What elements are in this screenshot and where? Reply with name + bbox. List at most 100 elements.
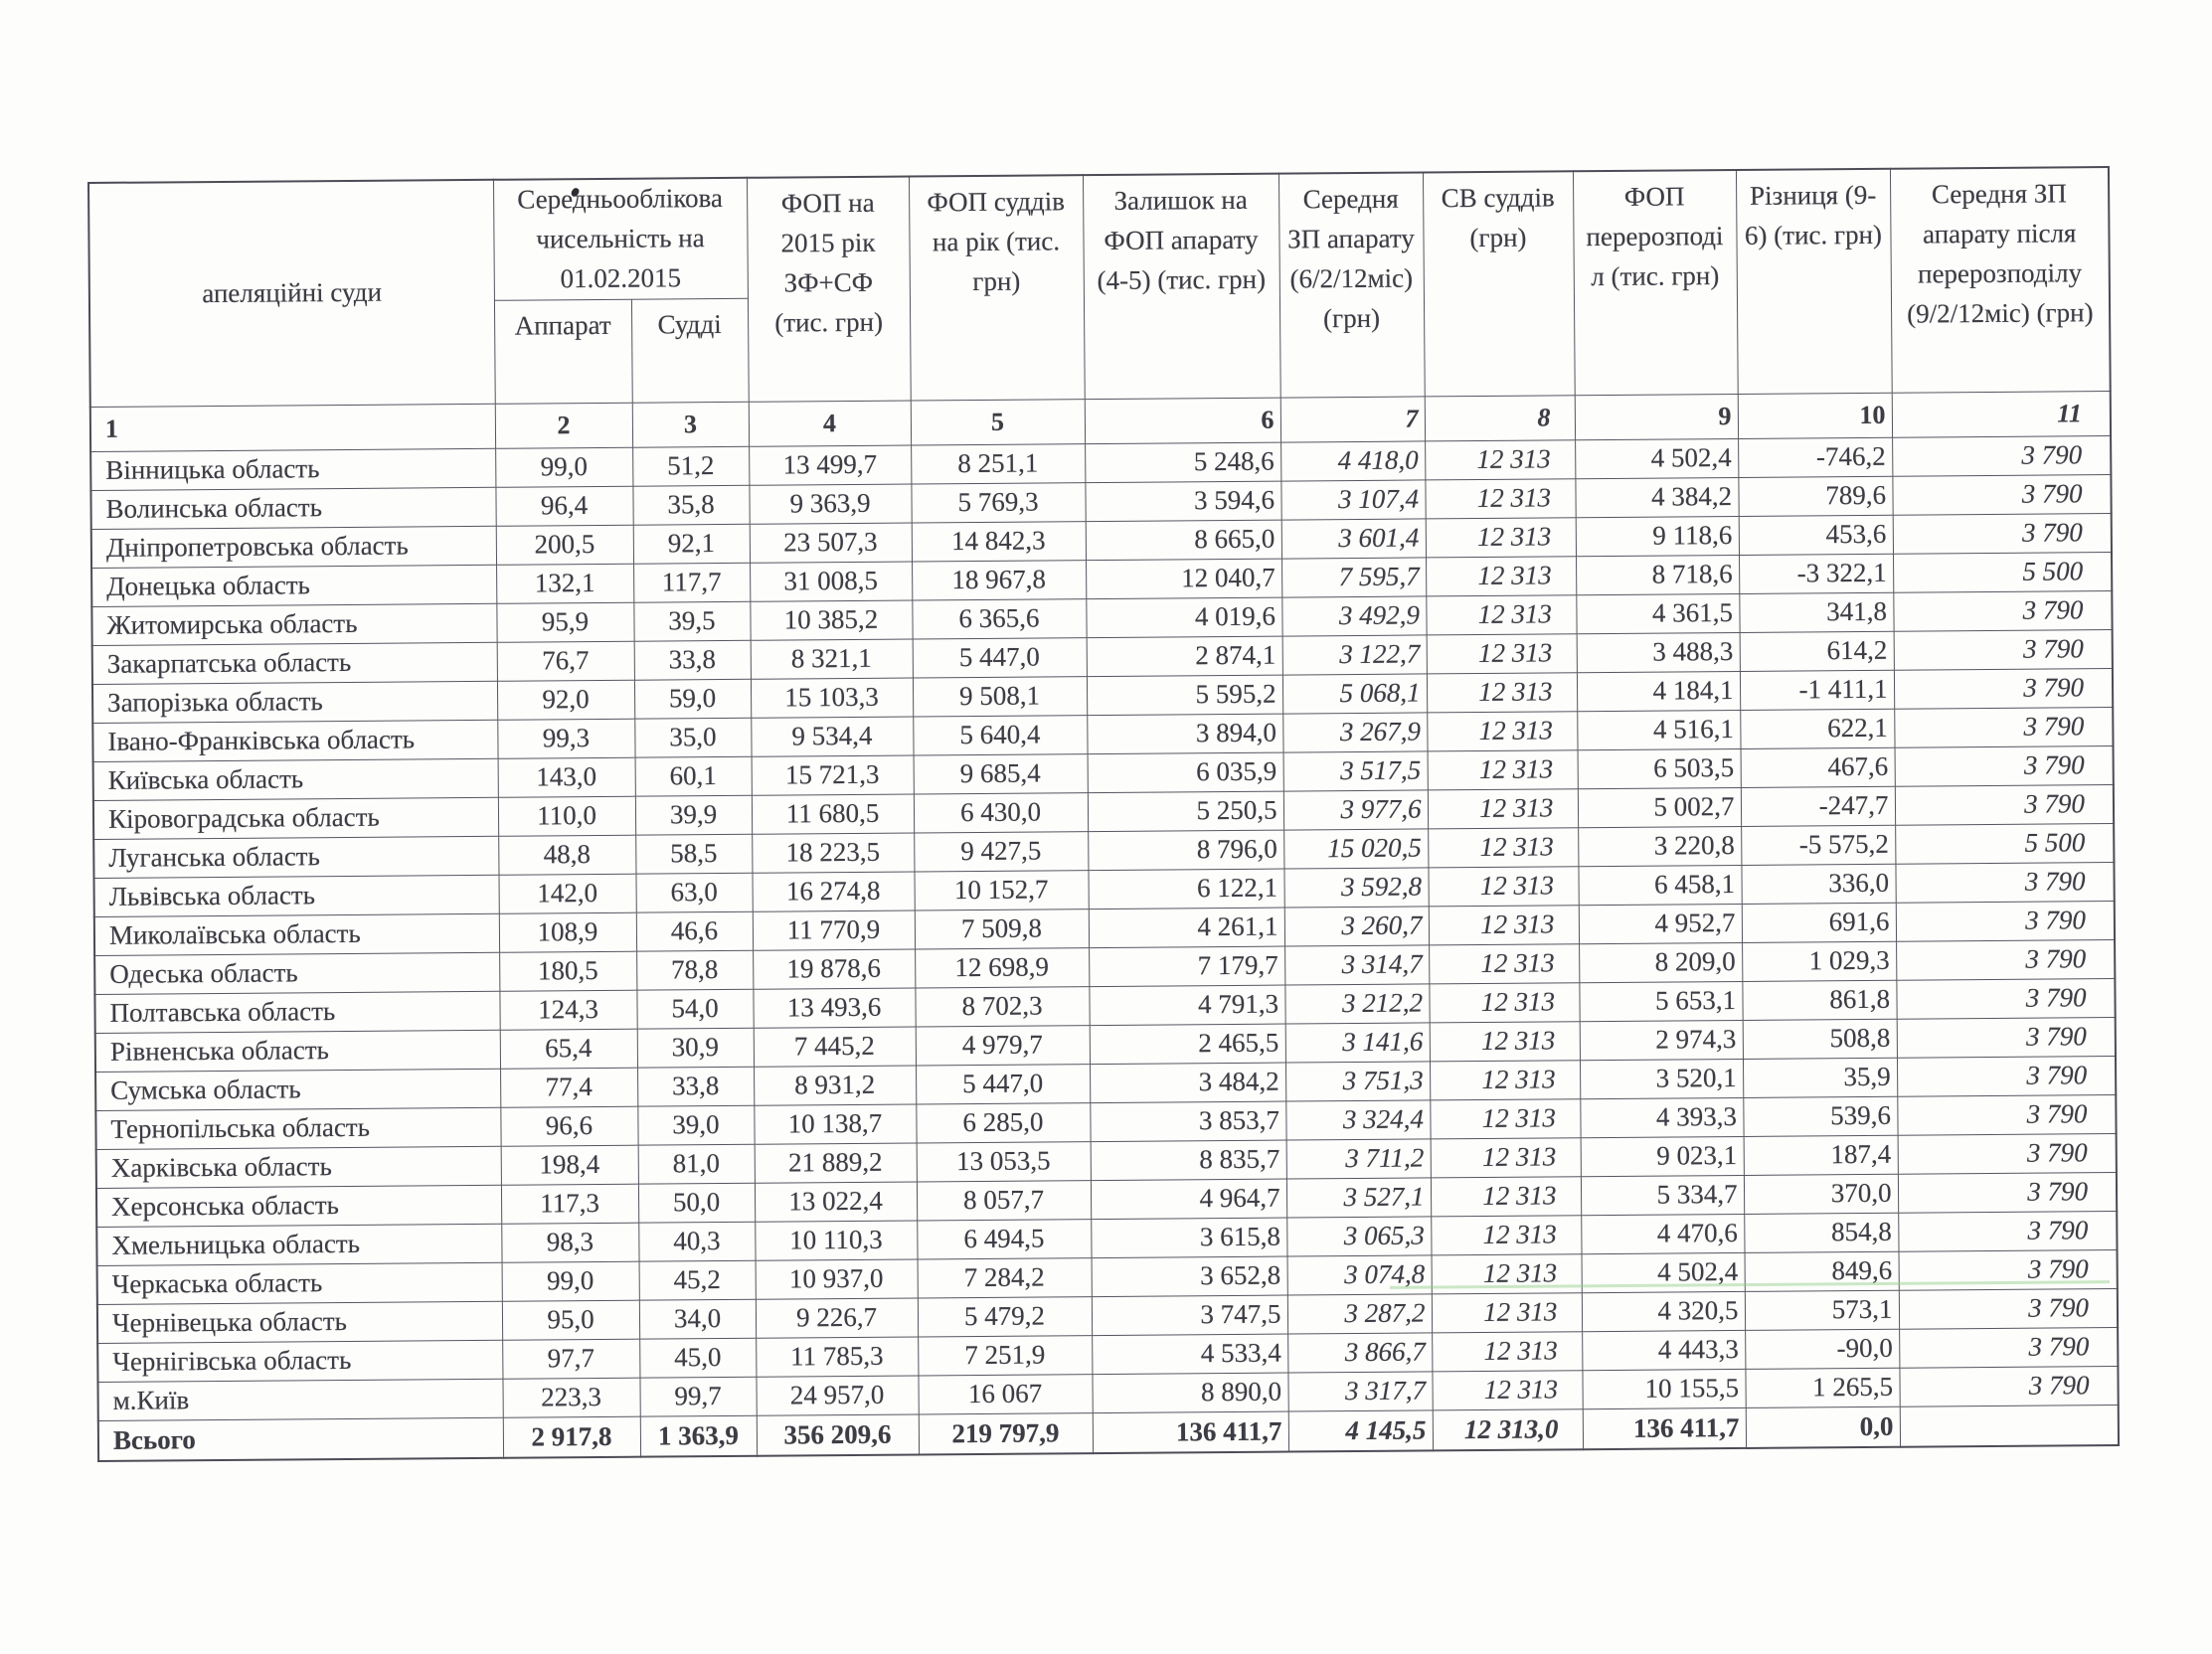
column-header-fop-judges: ФОП суддів на рік (тис. грн) <box>908 175 1085 401</box>
cell-value: 3 790 <box>1898 1288 2119 1330</box>
row-label: Всього <box>97 1417 504 1462</box>
cell-value: -5 575,2 <box>1741 825 1896 866</box>
cell-value: 63,0 <box>635 873 753 913</box>
cell-value: 3 601,4 <box>1280 518 1427 559</box>
cell-value: 12 313 <box>1425 478 1576 519</box>
cell-value: 136 411,7 <box>1582 1407 1747 1450</box>
cell-value: 7 595,7 <box>1281 557 1427 597</box>
cell-value: 10 152,7 <box>914 870 1089 910</box>
cell-value: 136 411,7 <box>1092 1410 1289 1454</box>
cell-value: 453,6 <box>1738 515 1893 556</box>
cell-value: 11 680,5 <box>751 793 915 835</box>
cell-value: 5 250,5 <box>1087 790 1284 832</box>
cell-value: 5 640,4 <box>913 715 1088 755</box>
cell-value: 18 223,5 <box>752 832 915 874</box>
cell-value: 4 361,5 <box>1576 593 1740 634</box>
cell-value: 12 313 <box>1426 672 1578 713</box>
cell-value: 4 384,2 <box>1575 477 1739 518</box>
cell-value: 10 138,7 <box>754 1103 917 1145</box>
cell-value: 7 284,2 <box>917 1257 1092 1298</box>
cell-value: 3 790 <box>1899 1327 2119 1369</box>
cell-value: 3 317,7 <box>1287 1371 1433 1411</box>
cell-value: 3 790 <box>1896 1017 2116 1059</box>
cell-value: 2 465,5 <box>1089 1023 1285 1065</box>
cell-value: 4 393,3 <box>1580 1097 1744 1138</box>
cell-value: 12 313 <box>1426 556 1577 596</box>
cell-value: 4 320,5 <box>1581 1291 1746 1332</box>
row-label: Чернівецька область <box>96 1301 503 1344</box>
row-label: Київська область <box>92 758 498 801</box>
cell-value: 46,6 <box>635 911 754 952</box>
column-header-fop-2015: ФОП на 2015 рік ЗФ+СФ (тис. грн) <box>746 176 911 403</box>
cell-value: 6 365,6 <box>912 598 1087 639</box>
cell-value: 95,0 <box>501 1300 640 1341</box>
column-header-sv-judges: СВ суддів (грн) <box>1422 171 1575 397</box>
cell-value: 3 790 <box>1892 513 2112 555</box>
cell-value: 35,0 <box>634 718 752 758</box>
cell-value: 12 313 <box>1427 788 1579 829</box>
cell-value: 0,0 <box>1745 1406 1901 1449</box>
cell-value: 18 967,8 <box>912 560 1087 600</box>
cell-value: 19 878,6 <box>753 948 916 990</box>
cell-value: 8 931,2 <box>754 1065 917 1106</box>
cell-value: 467,6 <box>1740 747 1895 788</box>
cell-value: 9 363,9 <box>749 483 912 525</box>
cell-value: 143,0 <box>497 757 635 798</box>
cell-value: 2 917,8 <box>502 1416 641 1459</box>
cell-value: 54,0 <box>636 989 754 1030</box>
cell-value: 8 321,1 <box>750 638 913 680</box>
cell-value: 15 103,3 <box>750 677 914 719</box>
row-label: Харківська область <box>95 1146 501 1189</box>
cell-value: 789,6 <box>1738 476 1893 517</box>
cell-value: 10 155,5 <box>1582 1369 1746 1409</box>
column-header-judges: Судді <box>630 298 749 404</box>
cell-value: 7 179,7 <box>1089 945 1285 987</box>
cell-value: 50,0 <box>637 1183 756 1224</box>
row-label: Миколаївська область <box>93 913 500 956</box>
cell-value: 81,0 <box>637 1144 755 1185</box>
cell-value: 12 313 <box>1430 1098 1581 1139</box>
cell-value: 98,3 <box>501 1223 639 1263</box>
cell-value: 11 770,9 <box>752 910 916 951</box>
cell-value: 6 458,1 <box>1578 865 1742 906</box>
cell-value: 4 418,0 <box>1280 440 1426 481</box>
cell-value: -1 411,1 <box>1739 670 1895 711</box>
column-header-fop-remainder: Залишок на ФОП апарату (4-5) (тис. грн) <box>1082 173 1280 400</box>
cell-value: 4 964,7 <box>1090 1178 1287 1220</box>
column-header-apparatus: Аппарат <box>493 299 632 405</box>
cell-value: 12 313 <box>1430 1137 1581 1178</box>
row-label: Чернігівська область <box>97 1340 503 1383</box>
cell-value: 7 445,2 <box>753 1026 917 1068</box>
cell-value: 336,0 <box>1741 864 1896 905</box>
cell-value: 3 488,3 <box>1576 632 1740 673</box>
cell-value: 3 790 <box>1894 784 2115 826</box>
cell-value: 77,4 <box>500 1068 638 1108</box>
cell-value: 12 313 <box>1429 943 1580 984</box>
cell-value: 99,0 <box>495 447 633 488</box>
cell-value: 6 285,0 <box>916 1102 1091 1143</box>
row-label: Херсонська область <box>95 1185 502 1228</box>
row-label: Дніпропетровська область <box>90 526 497 569</box>
cell-value: 92,1 <box>632 524 751 565</box>
row-label: м.Київ <box>97 1379 503 1421</box>
cell-value: 3 065,3 <box>1286 1216 1432 1256</box>
row-label: Хмельницька область <box>96 1224 502 1266</box>
column-header-headcount-group: Середньооблікова чисельність на 01.02.20… <box>492 177 748 301</box>
cell-value: 3 314,7 <box>1284 944 1430 985</box>
cell-value: 97,7 <box>502 1339 640 1380</box>
cell-value: 4 516,1 <box>1577 710 1741 750</box>
cell-value: 3 520,1 <box>1579 1059 1744 1099</box>
cell-value: 12 313,0 <box>1432 1408 1584 1451</box>
column-number: 7 <box>1279 396 1426 442</box>
cell-value: 3 652,8 <box>1091 1255 1287 1297</box>
cell-value: 78,8 <box>636 950 754 991</box>
cell-value: 7 251,9 <box>918 1335 1093 1376</box>
cell-value: 3 517,5 <box>1282 750 1428 791</box>
cell-value: 9 508,1 <box>912 676 1088 717</box>
cell-value: 854,8 <box>1744 1213 1899 1253</box>
cell-value: 132,1 <box>496 564 634 604</box>
cell-value: 96,6 <box>500 1106 638 1147</box>
cell-value: 10 110,3 <box>755 1220 918 1261</box>
cell-value: 5 248,6 <box>1085 441 1281 483</box>
